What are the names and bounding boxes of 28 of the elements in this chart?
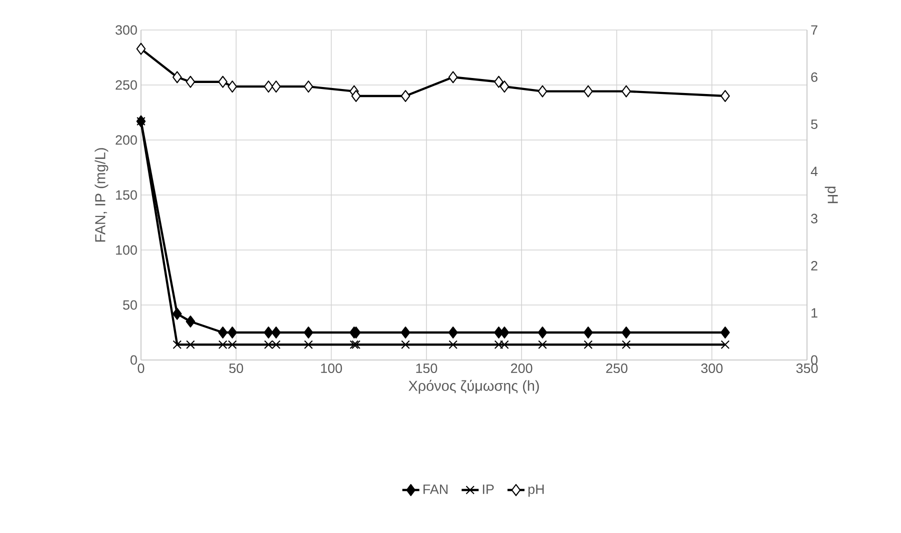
x-tick-label: 0: [138, 364, 144, 374]
legend-label: IP: [482, 484, 494, 494]
y-axis-title: FAN, IP (mg/L): [94, 148, 108, 242]
y2-tick-label: 4: [810, 166, 818, 176]
x-tick-label: 200: [511, 364, 532, 374]
y-tick-label: 200: [116, 135, 137, 145]
y-tick-label: 50: [123, 300, 137, 310]
x-tick-label: 300: [701, 364, 723, 374]
x-axis-title: Χρόνος ζύμωσης (h): [408, 380, 539, 394]
legend-label: FAN: [424, 484, 448, 494]
x-tick-label: 50: [229, 364, 244, 374]
y-tick-label: 300: [116, 25, 137, 35]
y2-tick-label: 3: [811, 214, 818, 224]
x-tick-label: 150: [416, 364, 438, 374]
y-tick-label: 100: [116, 245, 137, 255]
x-tick-label: 250: [606, 364, 628, 374]
y-tick-label: 250: [116, 80, 137, 90]
y2-tick-label: 7: [811, 25, 818, 35]
y-tick-label: 150: [116, 190, 137, 200]
x-tick-label: 350: [796, 364, 818, 374]
y2-tick-label: 5: [811, 120, 818, 129]
y2-tick-label: 1: [812, 308, 818, 318]
x-tick-label: 100: [321, 364, 342, 374]
y2-tick-label: 6: [811, 72, 818, 82]
legend-label: pH: [528, 484, 544, 497]
y-tick-label: 0: [130, 355, 137, 365]
y2-tick-label: 2: [811, 261, 818, 270]
y2-axis-title: pH: [824, 186, 838, 204]
